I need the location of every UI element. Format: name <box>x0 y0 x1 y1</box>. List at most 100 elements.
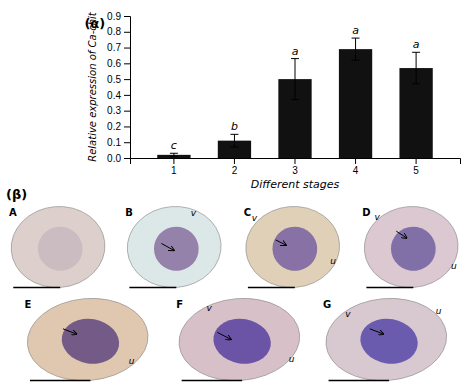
error-bar-cap <box>170 156 178 157</box>
bar <box>339 49 372 158</box>
photo-panel: Eu <box>24 293 152 385</box>
x-tick-mark <box>173 158 174 164</box>
x-tick-label: 4 <box>353 165 359 176</box>
x-tick-mark <box>355 158 356 164</box>
pointer-arrow <box>161 243 174 250</box>
y-tick-label: 0.4 <box>107 90 121 101</box>
x-axis: 1 2 3 4 5 <box>131 158 461 176</box>
error-bar-cap <box>170 153 178 154</box>
pointer-arrow <box>276 240 287 245</box>
y-tick-mark <box>124 48 130 49</box>
embryo-blob <box>58 314 123 368</box>
x-tick: 2 <box>232 158 238 176</box>
x-axis-title: Different stages <box>251 178 340 191</box>
embryo-outline <box>361 203 462 292</box>
y-tick-mark <box>124 158 130 159</box>
y-axis-title: Relative expression of Ca-chit <box>87 11 98 162</box>
y-tick-label: 0.3 <box>107 105 121 116</box>
structure-label: u <box>451 261 457 271</box>
structure-label: v <box>252 213 258 223</box>
structure-label: v <box>191 208 197 218</box>
marks <box>157 38 433 158</box>
scale-bar <box>182 380 242 382</box>
y-tick-label: 0.1 <box>107 137 121 148</box>
significance-labels: cbaaa <box>171 24 420 152</box>
error-bar-cap <box>230 134 238 135</box>
y-tick-mark <box>124 111 130 112</box>
error-bar-cap <box>352 60 360 61</box>
y-tick-label: 0.9 <box>107 11 121 22</box>
error-bar <box>352 38 360 60</box>
y-tick-mark <box>124 63 130 64</box>
error-bar-stem <box>234 134 235 147</box>
error-bar-stem <box>295 59 296 100</box>
error-bar <box>412 52 420 84</box>
y-tick-label: 0.2 <box>107 121 121 132</box>
y-tick: 0.9 <box>107 11 130 22</box>
pointer-arrow <box>217 332 231 339</box>
scale-bar <box>30 380 90 382</box>
structure-label: u <box>289 354 295 364</box>
error-bar <box>230 134 238 147</box>
embryo-blob <box>150 223 202 274</box>
photo-label: D <box>362 207 370 218</box>
y-tick-mark <box>124 79 130 80</box>
y-tick-label: 0.8 <box>107 26 121 37</box>
embryo-outline <box>8 203 109 292</box>
structure-label: v <box>345 309 351 319</box>
x-tick-label: 2 <box>232 165 238 176</box>
structure-label: u <box>129 356 135 366</box>
y-tick: 0.6 <box>107 58 130 69</box>
embryo-outline <box>322 293 450 385</box>
embryo-outline <box>24 293 152 385</box>
embryo-blob <box>210 314 275 368</box>
significance-label: b <box>231 120 238 133</box>
photo-panel: Gvu <box>322 293 450 385</box>
x-tick-mark <box>416 158 417 164</box>
embryo-blob <box>34 223 86 274</box>
panel-label: (α) <box>84 16 105 31</box>
y-axis: 0.00.10.20.30.40.50.60.70.80.9 <box>107 11 130 164</box>
photo-label: B <box>125 207 133 218</box>
error-bar <box>291 59 299 100</box>
y-tick-mark <box>124 32 130 33</box>
scale-bar <box>248 287 295 289</box>
significance-label: a <box>413 38 420 51</box>
photo-panel: Cvu <box>242 203 343 292</box>
y-tick-mark <box>124 126 130 127</box>
error-bar-stem <box>355 38 356 60</box>
scale-bar <box>129 287 176 289</box>
pointer-arrow <box>396 231 407 238</box>
x-tick-label: 5 <box>413 165 419 176</box>
y-tick-mark <box>124 95 130 96</box>
x-tick-mark <box>295 158 296 164</box>
pointer-arrow <box>63 329 77 334</box>
scale-bar <box>329 380 389 382</box>
y-tick: 0.7 <box>107 42 130 53</box>
x-tick: 4 <box>353 158 359 176</box>
x-axis-line <box>131 159 461 165</box>
y-tick: 0.1 <box>107 137 130 148</box>
y-tick: 0.4 <box>107 90 130 101</box>
y-tick-mark <box>124 142 130 143</box>
significance-label: c <box>171 139 177 152</box>
y-tick-label: 0.5 <box>107 74 121 85</box>
y-tick-mark <box>124 16 130 17</box>
error-bar-cap <box>291 58 299 59</box>
y-tick: 0.5 <box>107 74 130 85</box>
photo-label: C <box>244 207 251 218</box>
x-tick: 3 <box>292 158 298 176</box>
error-bar-cap <box>352 38 360 39</box>
panel-label: (β) <box>6 187 27 202</box>
embryo-outline <box>124 203 225 292</box>
embryo-blob <box>387 223 439 274</box>
y-tick: 0.8 <box>107 26 130 37</box>
x-tick-label: 1 <box>171 165 177 176</box>
embryo-outline <box>242 203 343 292</box>
embryo-outline <box>176 293 304 385</box>
photo-label: A <box>9 207 17 218</box>
structure-label: v <box>206 303 212 313</box>
structure-label: u <box>436 306 442 316</box>
error-bar-cap <box>412 83 420 84</box>
embryo-blob <box>269 223 321 274</box>
